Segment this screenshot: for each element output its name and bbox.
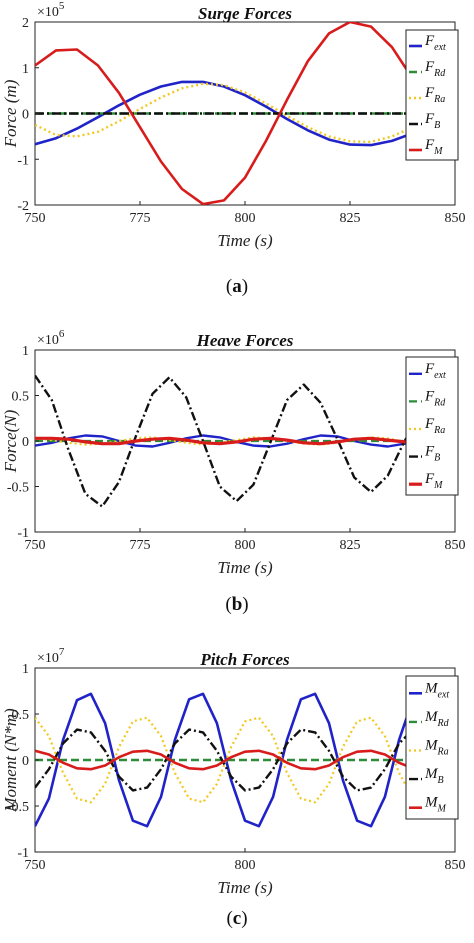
x-tick-label: 850: [445, 538, 466, 553]
y-tick-label: -0.5: [7, 800, 29, 815]
series-line-ra: [35, 716, 414, 804]
legend-label-rd: FRd: [424, 388, 446, 408]
x-tick-label: 800: [235, 211, 256, 226]
x-tick-label: 750: [25, 858, 46, 873]
x-tick-label: 825: [340, 538, 361, 553]
y-tick-label: 2: [22, 16, 29, 31]
x-tick-label: 825: [340, 211, 361, 226]
chart-1: 750 775 800 825 850 2 1 0 -1 -2 ×105 Surge Forces Ti…: [1, 0, 466, 297]
series-line-b: [35, 374, 455, 508]
y-tick-label: 0: [22, 754, 29, 769]
legend-label-b: FB: [424, 111, 440, 131]
y-tick-label: 1: [22, 62, 29, 77]
y-tick-label: 1: [22, 662, 29, 677]
y-axis-label: Moment (N*m): [1, 708, 20, 813]
axis-exponent: ×105: [37, 0, 65, 20]
series-line-m: [35, 436, 455, 446]
y-tick-label: 0.5: [12, 390, 30, 405]
legend-label-ra: MRa: [424, 738, 449, 758]
legend-label-ra: FRa: [424, 85, 445, 105]
legend-box: [405, 29, 459, 161]
legend-label-rd: FRd: [424, 59, 446, 79]
series-line-m: [35, 749, 414, 771]
legend: Fext FRd FRa FB FM: [405, 29, 459, 161]
series-line-ra: [35, 82, 455, 144]
series-line-ext: [35, 434, 455, 448]
series-line-b: [35, 728, 414, 792]
legend-label-m: MM: [424, 795, 447, 815]
figure-caption: (a): [226, 276, 248, 297]
y-tick-label: -1: [17, 153, 29, 168]
y-tick-label: -0.5: [7, 481, 29, 496]
x-tick-label: 850: [445, 211, 466, 226]
figure-caption: (c): [226, 908, 247, 929]
legend-label-ext: Fext: [424, 33, 446, 53]
legend-box: [405, 675, 459, 820]
x-tick-label: 750: [25, 538, 46, 553]
legend-label-ext: Mext: [424, 680, 449, 700]
series-line-ext: [35, 692, 415, 828]
chart-title: Pitch Forces: [199, 650, 290, 669]
figure-caption: (b): [225, 594, 248, 615]
legend-label-b: MB: [424, 766, 444, 786]
x-tick-label: 800: [235, 858, 256, 873]
legend-label-ra: FRa: [424, 416, 445, 436]
y-tick-label: -1: [17, 526, 29, 541]
axis-exponent: ×106: [37, 328, 65, 348]
y-tick-label: 0: [22, 108, 29, 123]
y-axis-label: Force(N): [1, 409, 20, 473]
x-axis-label: Time (s): [217, 878, 273, 897]
chart-3: 750 800 850 1 0.5 0 -0.5 -1 ×107 Pitch Forces Time…: [1, 646, 466, 929]
axis-exponent: ×107: [37, 646, 65, 666]
y-axis-label: Force (m): [1, 79, 20, 148]
legend-label-m: FM: [424, 137, 443, 157]
x-tick-label: 850: [445, 858, 466, 873]
x-tick-label: 750: [25, 211, 46, 226]
legend: Mext MRd MRa MB MM: [405, 675, 459, 820]
y-tick-label: -2: [17, 199, 29, 214]
legend: Fext FRd FRa FB FM: [405, 356, 459, 496]
chart-title: Surge Forces: [198, 4, 292, 23]
y-tick-label: 0.5: [12, 708, 30, 723]
y-tick-label: 0: [22, 435, 29, 450]
x-tick-label: 800: [235, 538, 256, 553]
x-axis-label: Time (s): [217, 231, 273, 250]
x-tick-label: 775: [130, 211, 151, 226]
legend-label-b: FB: [424, 444, 440, 464]
x-axis-label: Time (s): [217, 558, 273, 577]
y-tick-label: -1: [17, 846, 29, 861]
chart-2: 750 775 800 825 850 1 0.5 0 -0.5 -1 ×106 Heave Forc…: [1, 328, 466, 615]
legend-label-m: FM: [424, 471, 443, 491]
legend-box: [405, 356, 459, 496]
series-line-m: [35, 22, 455, 205]
x-tick-label: 775: [130, 538, 151, 553]
legend-label-rd: MRd: [424, 709, 450, 729]
y-tick-label: 1: [22, 344, 29, 359]
chart-title: Heave Forces: [196, 331, 294, 350]
legend-label-ext: Fext: [424, 361, 446, 381]
